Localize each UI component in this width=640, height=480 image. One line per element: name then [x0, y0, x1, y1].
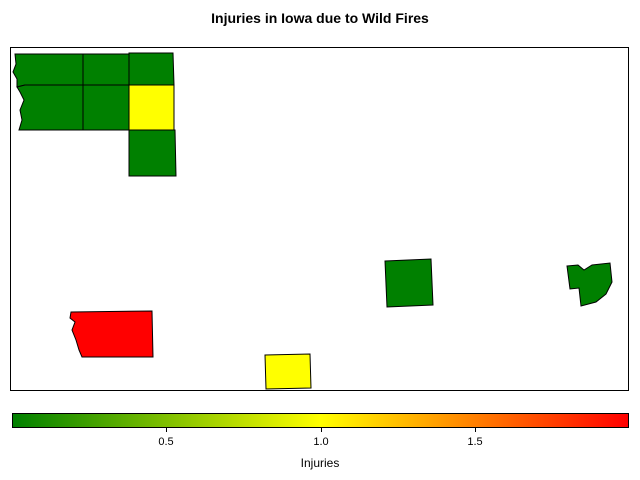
county-s-1[interactable]	[264, 353, 312, 390]
colorbar-tick-mark	[166, 428, 167, 432]
county-nw-5[interactable]	[82, 84, 130, 131]
county-nw-3[interactable]	[128, 52, 175, 86]
colorbar-label: Injuries	[300, 456, 340, 470]
county-nw-1[interactable]	[12, 53, 84, 88]
county-sw-1[interactable]	[69, 310, 154, 358]
colorbar-tick-label: 1.0	[313, 436, 329, 448]
county-nw-7[interactable]	[128, 129, 177, 177]
colorbar-tick-label: 1.5	[467, 436, 483, 448]
county-nw-2[interactable]	[82, 53, 130, 86]
colorbar	[12, 413, 629, 428]
county-se-1[interactable]	[384, 258, 434, 308]
colorbar-tick-mark	[475, 428, 476, 432]
colorbar-tick-label: 0.5	[158, 436, 174, 448]
colorbar-tick-mark	[321, 428, 322, 432]
map-frame	[10, 47, 629, 391]
county-nw-4[interactable]	[16, 84, 84, 131]
county-nw-6[interactable]	[128, 84, 175, 131]
map-title: Injuries in Iowa due to Wild Fires	[211, 10, 429, 26]
county-e-1[interactable]	[566, 262, 613, 307]
